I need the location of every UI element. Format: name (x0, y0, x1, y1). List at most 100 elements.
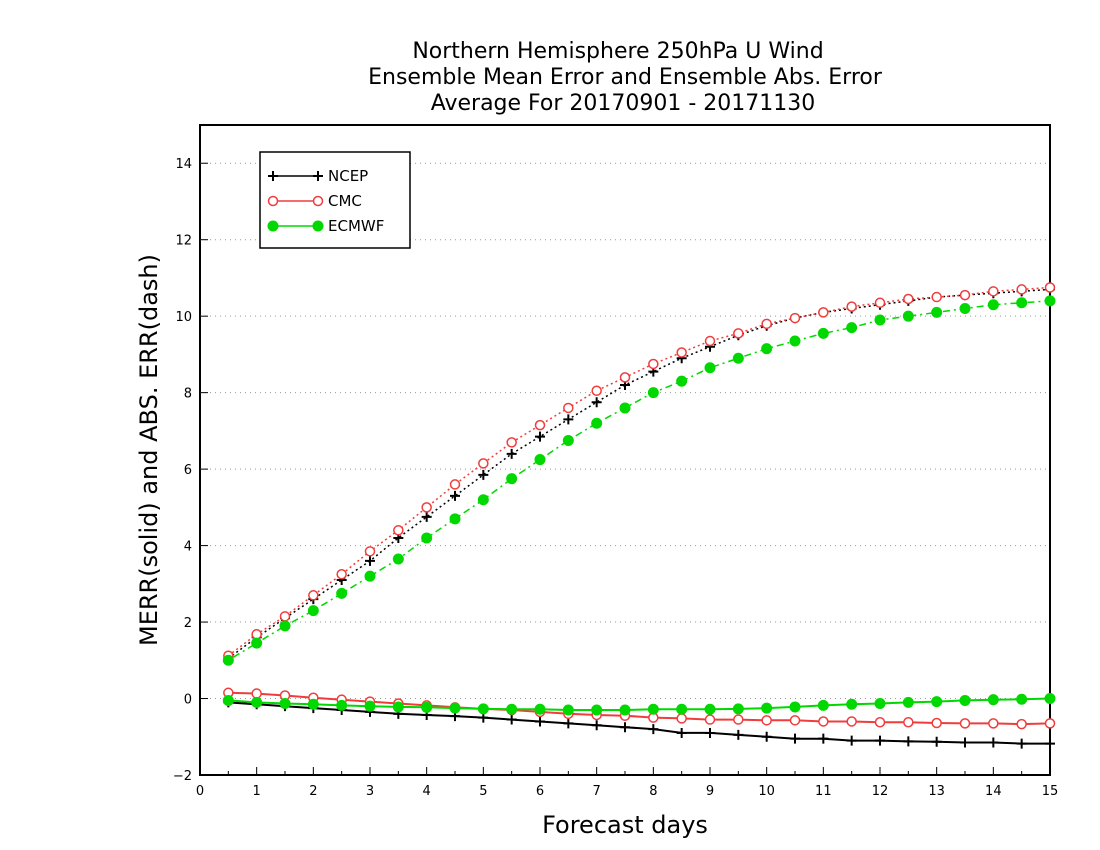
data-point (931, 717, 942, 729)
data-point (818, 716, 829, 727)
data-point (619, 704, 631, 716)
data-point (705, 727, 715, 738)
x-tick-label: 7 (593, 784, 601, 799)
data-point (761, 318, 772, 330)
data-point (619, 402, 631, 414)
data-point (902, 696, 914, 708)
data-point (647, 387, 659, 399)
x-tick-label: 14 (985, 784, 1002, 799)
data-point (1044, 295, 1056, 307)
data-point (506, 437, 517, 448)
data-point (534, 703, 546, 715)
data-point (563, 402, 574, 414)
mean-err-line-cmc (228, 691, 1051, 726)
data-point (222, 694, 234, 706)
data-point (1044, 282, 1056, 293)
data-point (421, 532, 433, 544)
data-point (1045, 738, 1055, 749)
data-point (279, 620, 291, 632)
data-point (336, 587, 348, 599)
data-point (960, 737, 970, 748)
data-point (732, 703, 744, 715)
data-point (733, 729, 744, 740)
data-point (1016, 693, 1028, 705)
data-point (790, 733, 800, 744)
data-point (1044, 693, 1056, 705)
x-axis-label: Forecast days (542, 811, 708, 839)
data-point (1016, 718, 1027, 730)
data-point (733, 328, 744, 339)
data-point (846, 301, 857, 312)
data-point (365, 555, 375, 566)
data-point (506, 473, 518, 485)
data-point (251, 688, 262, 699)
data-point (931, 736, 942, 747)
y-axis-label: MERR(solid) and ABS. ERR(dash) (135, 254, 163, 646)
data-point (562, 434, 574, 446)
data-point (1016, 738, 1027, 749)
data-point (251, 637, 263, 649)
data-point (591, 720, 602, 731)
data-point (312, 195, 324, 207)
data-point (307, 605, 319, 617)
x-tick-label: 1 (253, 784, 261, 799)
data-point (988, 286, 999, 297)
data-point (307, 698, 319, 710)
chart-title-line-2: Ensemble Mean Error and Ensemble Abs. Er… (368, 65, 883, 90)
legend-entries: NCEP CMC ECMWF (267, 167, 384, 235)
abs-err-line-ecmwf (227, 300, 1051, 661)
data-point (364, 700, 376, 712)
data-point (988, 737, 999, 748)
data-point (591, 397, 602, 408)
data-point (846, 735, 857, 746)
data-point (789, 701, 801, 713)
data-point (987, 694, 999, 706)
series-ncep (223, 284, 1055, 749)
data-point (393, 525, 404, 536)
legend-label: CMC (328, 192, 362, 210)
data-point (478, 458, 489, 469)
data-point (421, 511, 432, 522)
data-point (421, 502, 432, 513)
data-point (875, 735, 885, 746)
data-point (648, 724, 659, 735)
data-point (676, 713, 687, 724)
data-point (392, 701, 404, 713)
data-point (959, 718, 971, 729)
data-point (818, 733, 829, 744)
legend: NCEP CMC ECMWF (259, 151, 411, 249)
data-point (478, 469, 489, 480)
series-ecmwf (222, 295, 1056, 716)
data-point (449, 702, 461, 714)
x-tick-label: 4 (423, 784, 431, 799)
y-tick-label: 2 (184, 616, 192, 631)
data-point (846, 698, 858, 710)
data-point (648, 358, 659, 370)
data-point (959, 694, 971, 706)
data-point (562, 704, 574, 716)
y-tick-label: 4 (184, 540, 192, 555)
data-point (620, 722, 630, 733)
data-point (704, 703, 716, 715)
data-point (449, 479, 461, 490)
data-point (279, 698, 291, 709)
data-point (251, 629, 262, 640)
y-tick-label: 10 (175, 310, 192, 325)
grid-lines (200, 162, 1050, 700)
data-point (591, 417, 603, 429)
x-tick-label: 0 (196, 784, 204, 799)
legend-label: ECMWF (328, 217, 384, 235)
data-point (988, 718, 999, 729)
data-point (477, 494, 489, 506)
x-tick-label: 11 (815, 784, 832, 799)
data-point (251, 696, 263, 708)
data-point (676, 703, 688, 715)
y-tick-label: 6 (184, 463, 192, 478)
data-point (535, 716, 545, 727)
data-point (1044, 718, 1056, 729)
data-point (450, 490, 460, 501)
data-point (591, 385, 602, 396)
data-point (268, 171, 278, 181)
